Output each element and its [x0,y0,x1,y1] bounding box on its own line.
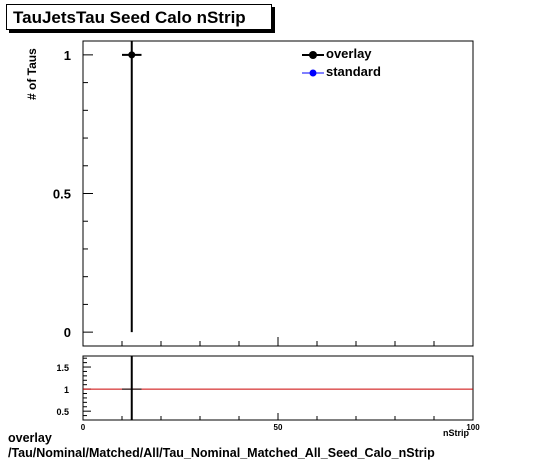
ratio-plot-frame [82,355,474,421]
chart-title: TauJetsTau Seed Calo nStrip [13,8,246,27]
legend-label-standard: standard [326,64,381,79]
data-point-overlay [128,51,136,59]
footer-line-2: /Tau/Nominal/Matched/All/Tau_Nominal_Mat… [8,445,435,460]
main-plot-frame [82,40,474,347]
y-tick-label: 0.5 [53,187,71,202]
ratio-y-tick-label: 1 [64,385,69,395]
legend-marker-standard [302,69,324,77]
x-axis-label: nStrip [443,428,469,438]
ratio-x-tick-label: 0 [81,423,86,432]
footer-line-1: overlay [8,431,52,445]
legend-marker-overlay [302,51,324,59]
ratio-y-tick-label: 1.5 [56,363,69,373]
footer-caption: overlay /Tau/Nominal/Matched/All/Tau_Nom… [8,431,435,460]
y-tick-label: 1 [64,48,71,63]
main-data-marks [122,41,142,333]
y-tick-label: 0 [64,325,71,340]
ratio-data-marks [83,356,473,420]
main-axes: 00.51 [53,48,474,346]
y-axis-label: # of Taus [25,48,39,100]
chart-title-box: TauJetsTau Seed Calo nStrip [6,4,272,30]
ratio-x-tick-label: 100 [466,423,480,432]
ratio-axes: 0.5 1 1.5 0 50 100 [56,357,480,432]
legend-label-overlay: overlay [326,46,372,61]
ratio-x-tick-label: 50 [274,423,283,432]
ratio-y-tick-label: 0.5 [56,407,69,417]
